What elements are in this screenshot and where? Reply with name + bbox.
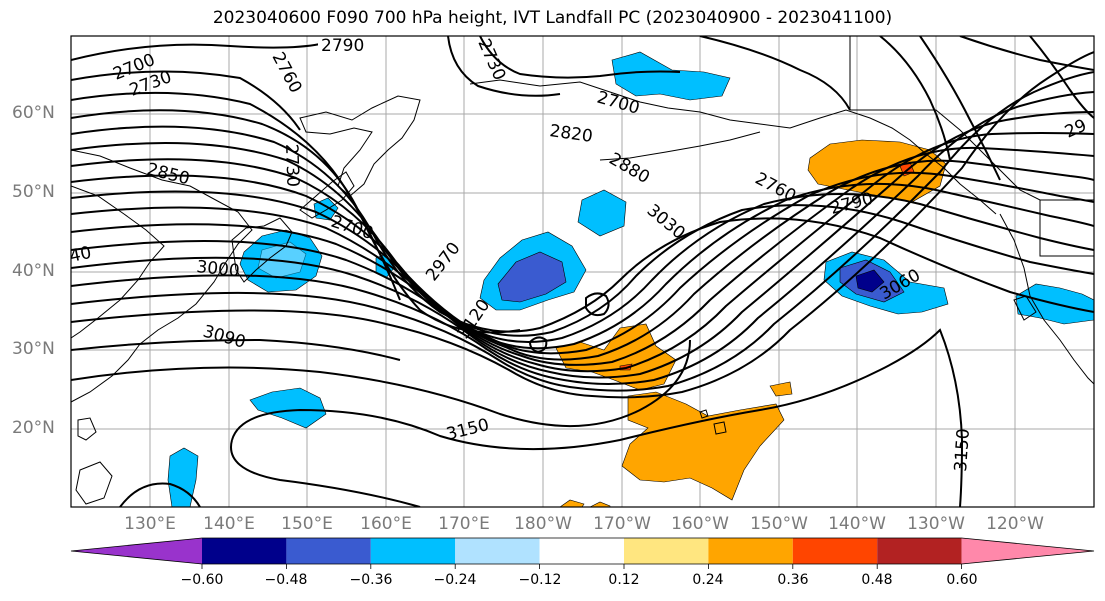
colorbar-tick-label: 0.24 [692,572,724,588]
lon-label: 160°W [671,514,729,534]
contour-label: 2790 [321,36,364,56]
lon-label: 130°E [124,514,176,534]
ivt-orange-blob-bottom [559,499,585,507]
lon-label: 170°W [593,514,651,534]
map-frame [70,35,1095,508]
lat-label: 30°N [12,339,55,359]
colorbar-segment [202,538,287,564]
colorbar-segment [792,538,878,564]
colorbar-segment [708,538,793,564]
lat-label: 50°N [12,182,55,202]
colorbar-segment [71,538,202,564]
map-title: 2023040600 F090 700 hPa height, IVT Land… [212,8,893,28]
contour-label: 40 [68,243,93,267]
height-contours [71,36,1094,507]
colorbar-tick-label: −0.24 [433,572,477,588]
colorbar-segment [286,538,371,564]
colorbar-tick-label: 0.48 [861,572,893,588]
colorbar-segment [455,538,540,564]
lon-label: 150°E [281,514,333,534]
colorbar-segment [624,538,709,564]
lon-label: 160°E [360,514,412,534]
colorbar-segment [370,538,456,564]
colorbar-tick-label: −0.60 [180,572,224,588]
colorbar-tick-label: −0.48 [264,572,308,588]
colorbar-tick-label: 0.60 [946,572,978,588]
lat-label: 20°N [12,418,55,438]
lon-label: 140°W [828,514,886,534]
lon-label: 140°E [203,514,255,534]
lon-label: 120°W [986,514,1044,534]
ivt-blue-blob-aleutian [611,51,731,101]
lon-label: 150°W [750,514,808,534]
ivt-blue-blob-sw [249,387,327,429]
colorbar-segment [961,538,1094,564]
lat-label: 40°N [12,261,55,281]
colorbar-tick-label: 0.12 [608,572,640,588]
lat-label: 60°N [12,103,55,123]
contour-label: 3150 [951,428,974,473]
ivt-orange-blob-small [769,381,793,397]
colorbar-segment [539,538,624,564]
colorbar [70,537,1095,569]
lon-label: 130°W [907,514,965,534]
ivt-blue-blob-upper-center [577,189,627,237]
lon-label: 170°E [438,514,490,534]
ivt-darkblue-blob-center [497,251,567,303]
colorbar-segment [877,538,962,564]
lon-label: 180°W [514,514,572,534]
colorbar-tick-label: −0.36 [349,572,393,588]
contour-label: 2730 [281,143,302,187]
contour-label: 3000 [195,257,240,281]
colorbar-tick-label: −0.12 [518,572,562,588]
ivt-orange-blob-bottom2 [589,501,611,507]
ivt-navy-core-east [855,269,885,293]
map-content: 2790 2730 2700 2730 2760 2700 2820 2880 … [68,36,1094,507]
colorbar-tick-label: 0.36 [777,572,809,588]
